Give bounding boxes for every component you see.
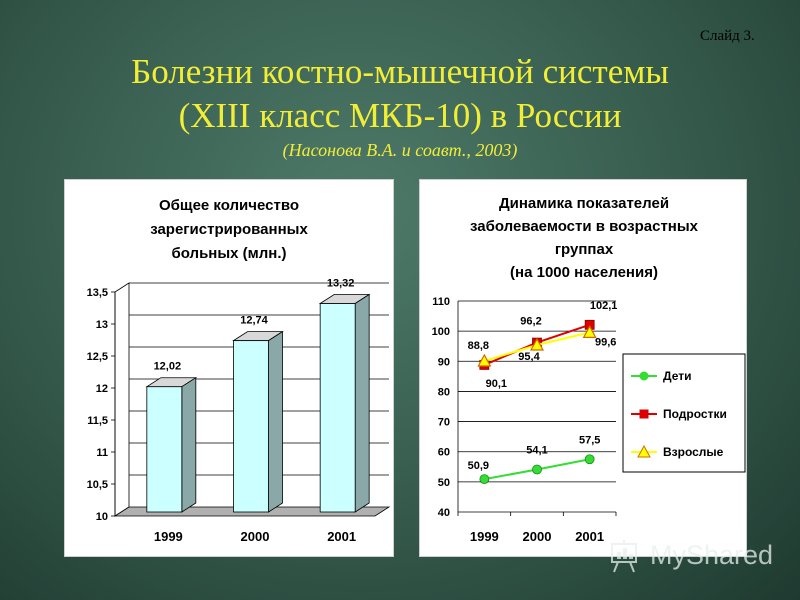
data-label: 50,9 xyxy=(468,460,489,472)
series-point xyxy=(532,464,542,475)
x-tick-label: 1999 xyxy=(470,529,499,544)
x-tick-label: 2000 xyxy=(241,529,270,544)
data-label: 57,5 xyxy=(579,434,600,446)
y-tick-label: 13,5 xyxy=(87,287,108,299)
y-tick-label: 10 xyxy=(96,511,108,523)
bar-side xyxy=(354,293,370,513)
chart-title-line: больных (млн.) xyxy=(171,245,286,262)
series-point xyxy=(582,325,597,338)
y-tick-label: 100 xyxy=(432,326,450,338)
series-point xyxy=(529,337,545,351)
chart-title-line: Динамика показателей xyxy=(499,195,669,212)
legend-marker xyxy=(639,409,649,419)
data-label: 88,8 xyxy=(468,340,489,352)
y-tick-label: 11 xyxy=(96,447,108,459)
y-tick-label: 70 xyxy=(438,417,450,429)
data-label: 54,1 xyxy=(526,444,547,456)
data-label: 90,1 xyxy=(486,378,507,390)
chart-title-line: группах xyxy=(555,241,614,258)
bar xyxy=(319,303,356,513)
bar-chart-panel: Общее количество зарегистрированных больны… xyxy=(64,179,394,557)
presentation-icon xyxy=(611,540,637,573)
chart-title-line: (на 1000 населения) xyxy=(510,264,658,281)
chart-title-line: Общее количество xyxy=(159,197,299,214)
legend-label: Подростки xyxy=(663,407,727,421)
y-tick-label: 60 xyxy=(438,447,450,459)
side-wall xyxy=(114,282,130,517)
legend-marker xyxy=(639,371,649,381)
slide-title-line2: (XIII класс МКБ-10) в России xyxy=(178,96,622,135)
bar xyxy=(146,386,183,513)
slide-number: Слайд 3. xyxy=(700,28,755,44)
chart-title-line: зарегистрированных xyxy=(150,221,308,238)
bar-value-label: 12,74 xyxy=(240,315,268,327)
bar-value-label: 12,02 xyxy=(154,361,182,373)
data-label: 102,1 xyxy=(590,300,618,312)
chart-title-line: заболеваемости в возрастных xyxy=(470,218,699,235)
slide-title-line1: Болезни костно-мышечной системы xyxy=(131,52,669,91)
x-tick-label: 2001 xyxy=(575,529,604,544)
watermark-text: MyShared xyxy=(650,540,774,570)
bar-side xyxy=(181,376,197,513)
y-tick-label: 11,5 xyxy=(87,415,108,427)
series-point xyxy=(584,454,595,465)
line-chart-panel: Динамика показателей заболеваемости в воз… xyxy=(419,179,747,557)
bar-chart: Общее количество зарегистрированных больны… xyxy=(87,197,391,544)
data-label: 96,2 xyxy=(520,316,541,328)
y-tick-label: 13 xyxy=(96,319,108,331)
y-tick-label: 50 xyxy=(438,477,450,489)
data-label: 95,4 xyxy=(518,351,540,363)
y-tick-label: 10,5 xyxy=(87,479,108,491)
series-point xyxy=(477,353,492,367)
legend-marker xyxy=(637,444,651,458)
y-tick-label: 80 xyxy=(438,386,450,398)
y-tick-label: 12 xyxy=(96,383,108,395)
data-label: 99,6 xyxy=(595,336,616,348)
watermark-logo: MyShared xyxy=(608,536,788,576)
series-point xyxy=(479,474,490,485)
y-tick-label: 12,5 xyxy=(87,351,108,363)
bar-side xyxy=(268,330,283,513)
y-tick-label: 110 xyxy=(432,296,450,308)
slide-subtitle: (Насонова В.А. и соавт., 2003) xyxy=(282,140,518,160)
y-tick-label: 90 xyxy=(438,356,450,368)
x-tick-label: 2000 xyxy=(523,529,552,544)
legend-label: Взрослые xyxy=(663,445,724,459)
line-chart: Динамика показателей заболеваемости в воз… xyxy=(432,195,746,544)
x-tick-label: 2001 xyxy=(327,529,356,544)
bar-value-label: 13,32 xyxy=(327,278,355,290)
legend-label: Дети xyxy=(663,369,691,383)
bar xyxy=(233,340,269,513)
y-tick-label: 40 xyxy=(438,507,450,519)
x-tick-label: 1999 xyxy=(154,529,183,544)
